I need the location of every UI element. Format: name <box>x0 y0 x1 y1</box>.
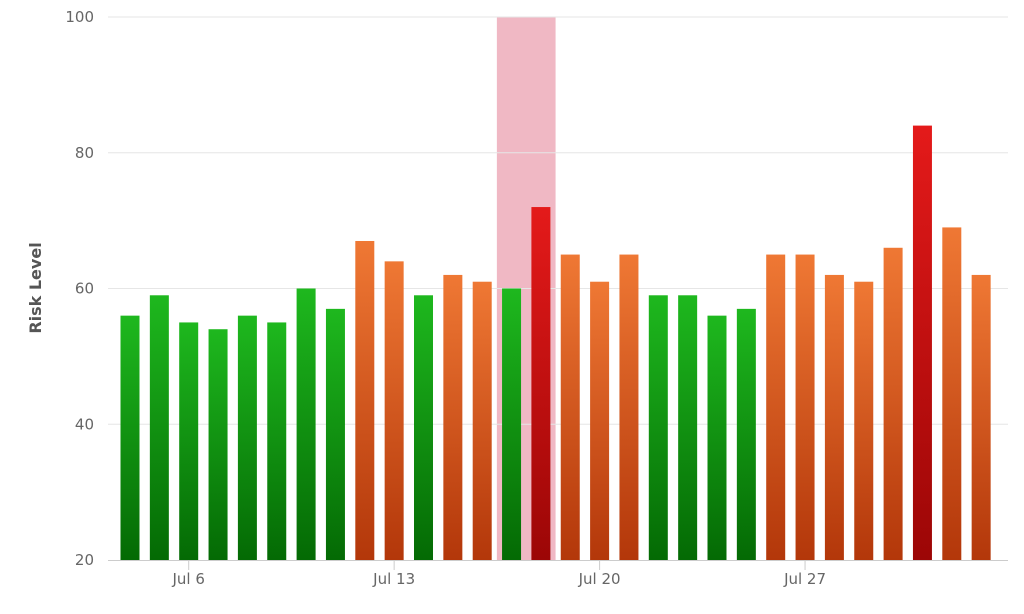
x-tick-label: Jul 6 <box>171 570 204 588</box>
bar <box>648 295 668 560</box>
bar <box>707 315 727 560</box>
bar <box>179 322 199 560</box>
bar <box>619 254 639 560</box>
bar <box>355 240 375 561</box>
bar <box>590 281 610 560</box>
bar <box>854 281 874 560</box>
bar <box>560 254 580 560</box>
bar <box>325 308 345 560</box>
bar <box>824 274 844 560</box>
bar <box>267 322 287 560</box>
bar <box>149 295 169 560</box>
y-tick-label: 100 <box>65 8 94 26</box>
axes: 20 40 60 80 100 Jul 6 Jul 13 Jul 20 Jul 27 <box>65 8 1008 588</box>
bar <box>443 274 463 560</box>
y-axis-label: Risk Level <box>26 242 45 333</box>
y-tick-label: 80 <box>75 144 94 162</box>
x-tick-label: Jul 20 <box>578 570 621 588</box>
y-tick-label: 20 <box>75 551 94 569</box>
y-tick-label: 40 <box>75 415 94 433</box>
bar <box>736 308 756 560</box>
x-tick-label: Jul 13 <box>372 570 415 588</box>
bar <box>472 281 492 560</box>
bars <box>120 125 991 561</box>
bar <box>883 247 903 560</box>
bar <box>237 315 257 560</box>
bar <box>384 261 404 560</box>
bar <box>120 315 140 560</box>
x-tick-label: Jul 27 <box>783 570 826 588</box>
bar <box>678 295 698 560</box>
y-tick-label: 60 <box>75 280 94 298</box>
bar <box>912 125 932 560</box>
bar <box>502 288 522 560</box>
bar <box>971 274 991 560</box>
bar <box>942 227 962 560</box>
bar <box>531 207 551 561</box>
bar <box>414 295 433 560</box>
bar <box>795 254 815 560</box>
bar <box>766 254 786 560</box>
bar <box>296 288 316 560</box>
bar <box>208 329 228 560</box>
